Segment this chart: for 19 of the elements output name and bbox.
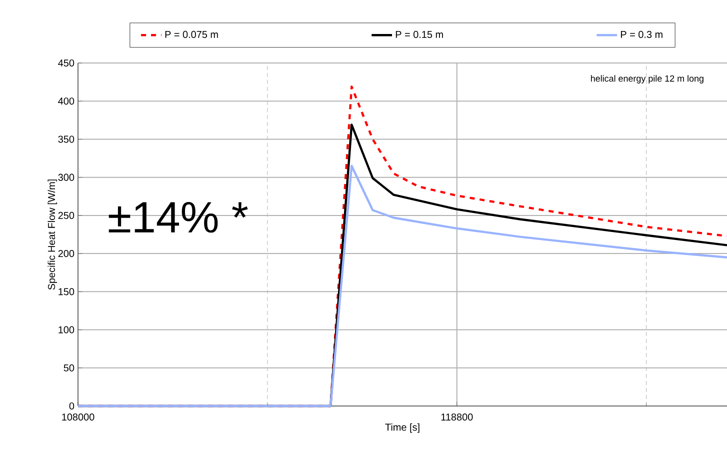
- y-tick-label: 450: [58, 59, 74, 67]
- x-tick-label: 108000: [62, 414, 94, 421]
- y-tick-label: 0: [69, 402, 74, 410]
- y-tick-label: 400: [58, 98, 74, 105]
- y-tick-label: 200: [58, 250, 74, 258]
- legend-label: P = 0.15 m: [396, 30, 443, 38]
- annotation: ±14% *: [108, 202, 248, 233]
- x-axis-title: Time [s]: [385, 423, 420, 433]
- y-tick-label: 150: [58, 288, 74, 296]
- y-tick-label: 350: [58, 136, 74, 143]
- legend-label: P = 0.3 m: [620, 30, 662, 38]
- y-tick-label: 300: [58, 174, 74, 181]
- y-tick-label: 250: [58, 212, 74, 219]
- annotation: helical energy pile 12 m long: [590, 75, 704, 84]
- y-axis-title: Specific Heat Flow [W/m]: [48, 180, 58, 290]
- y-tick-label: 100: [58, 326, 74, 334]
- x-tick-label: 118800: [441, 414, 473, 421]
- legend-label: P = 0.075 m: [165, 30, 218, 38]
- y-tick-label: 50: [64, 364, 74, 372]
